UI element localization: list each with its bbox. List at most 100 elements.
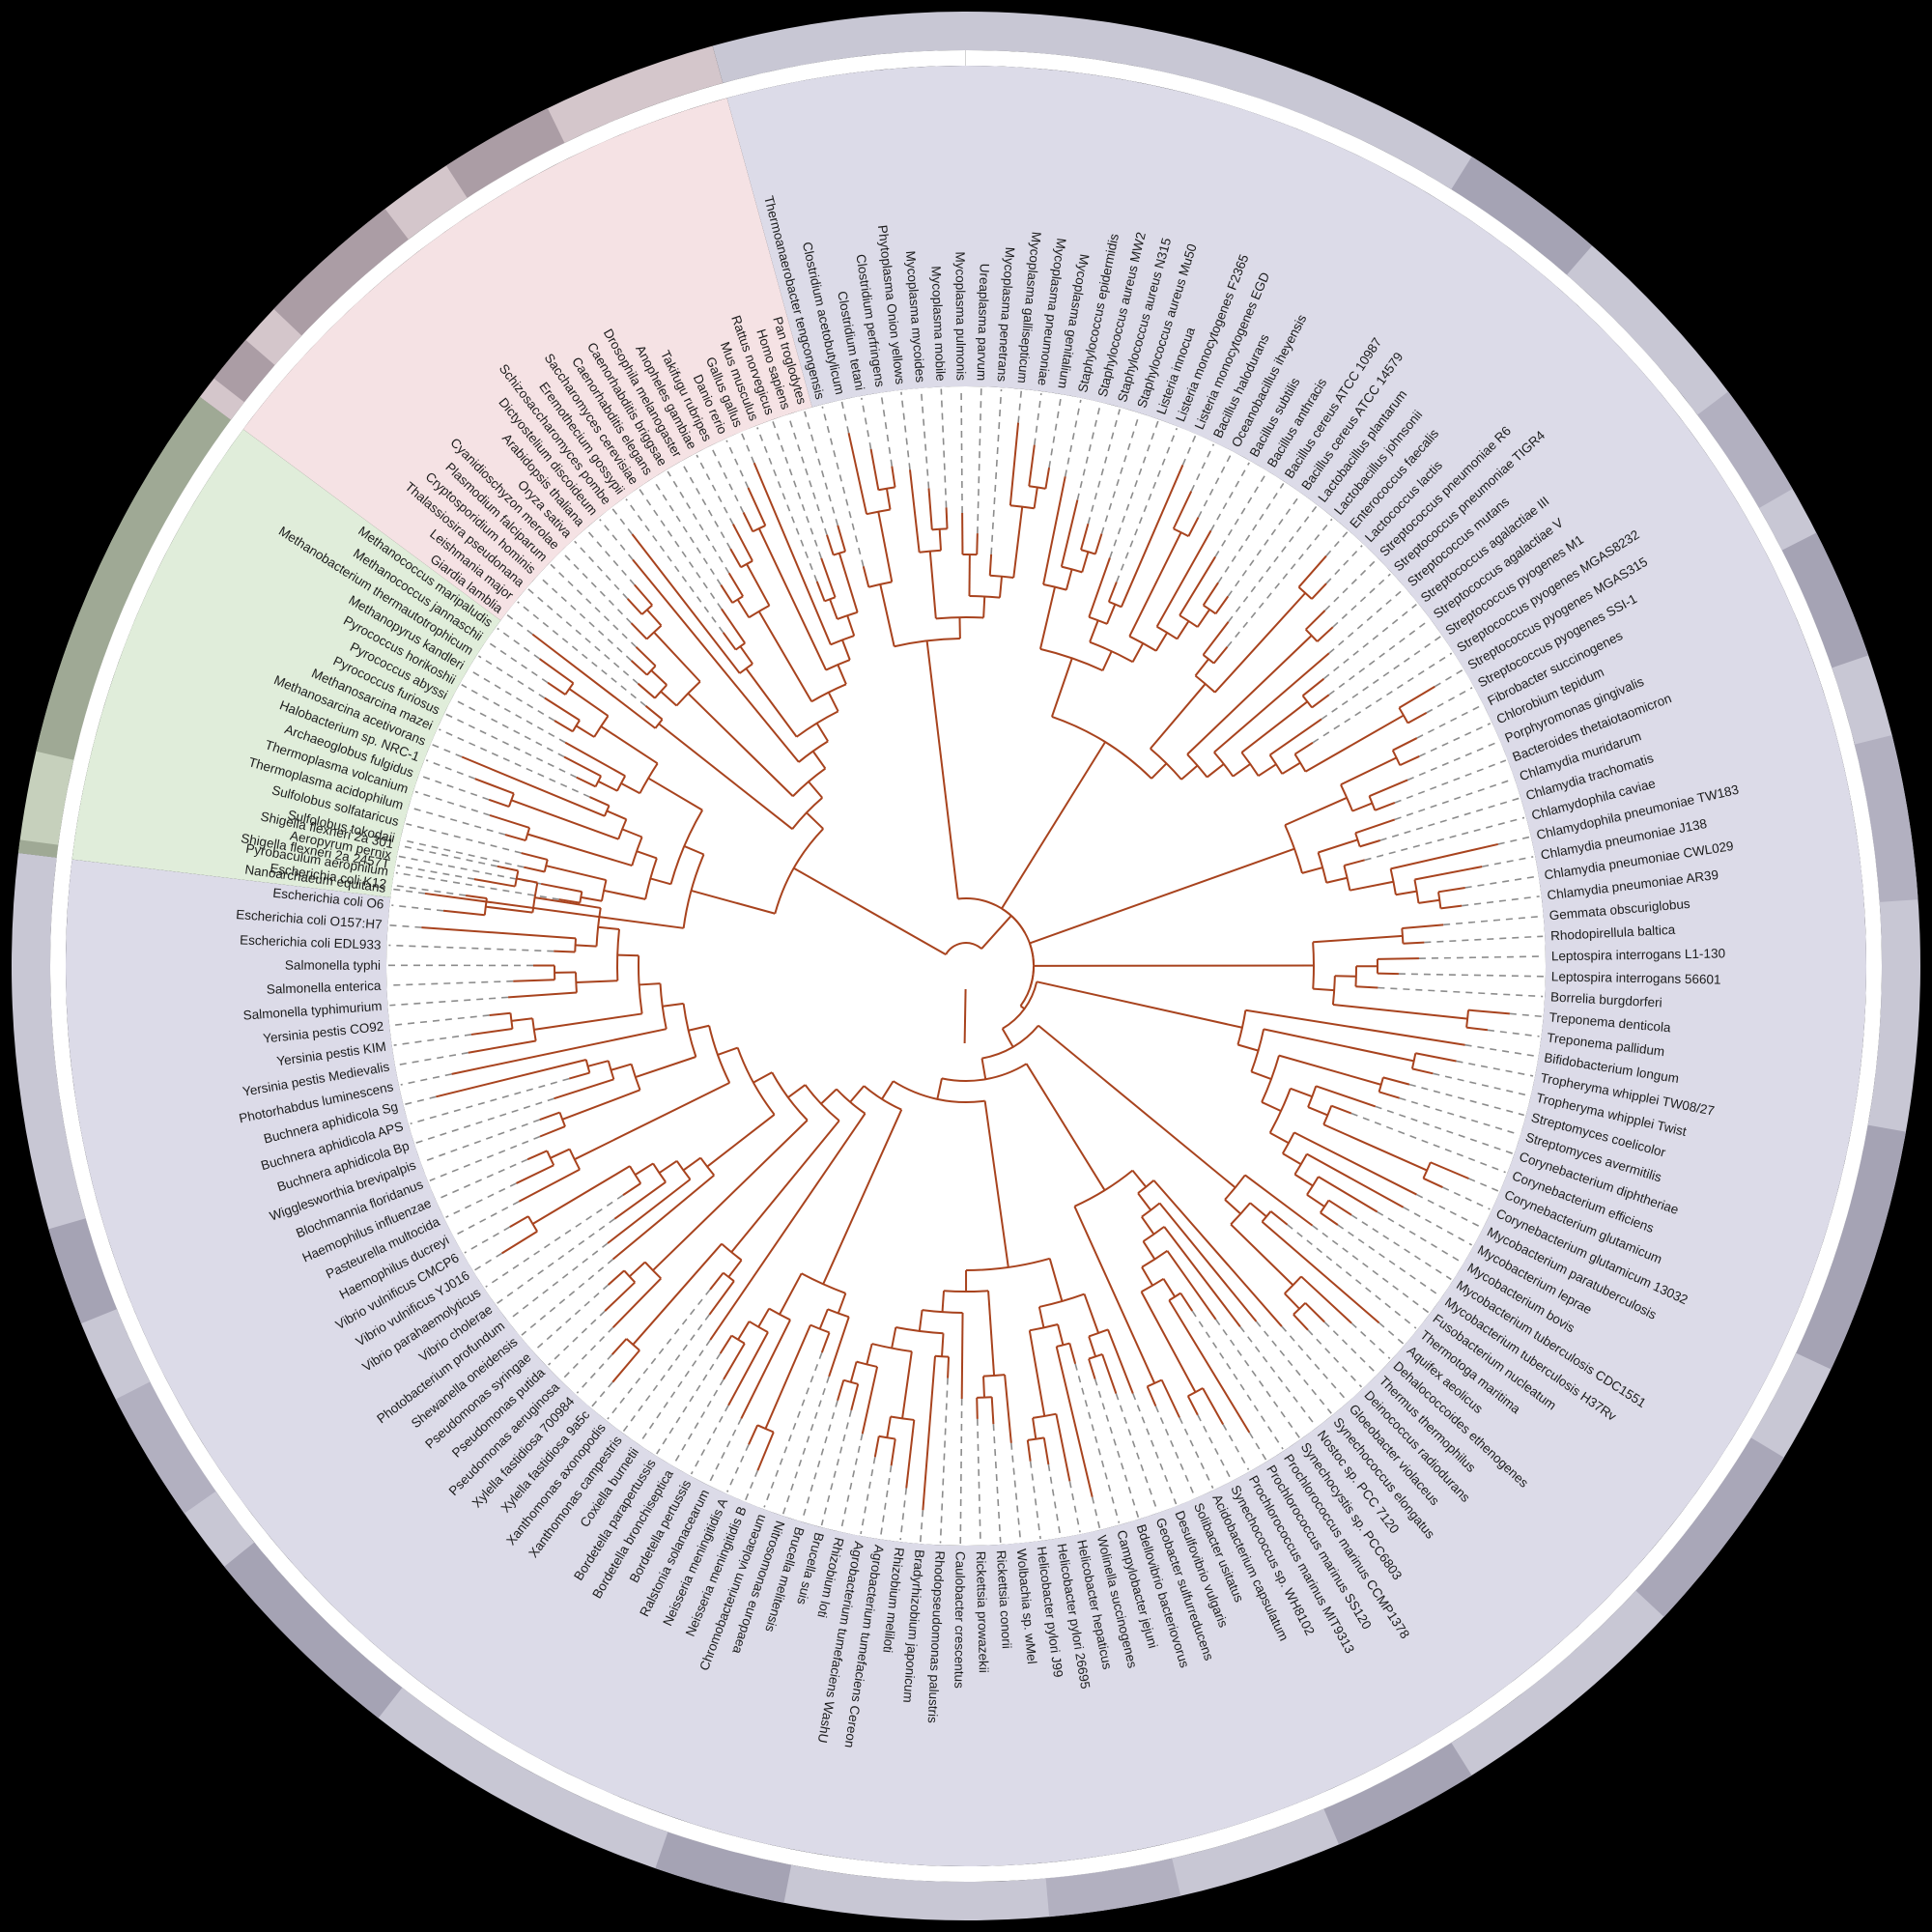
branch-line	[1237, 1043, 1259, 1052]
leaf-guide-line	[1378, 986, 1544, 998]
branch-line	[740, 1319, 791, 1419]
branch-line	[862, 566, 870, 587]
clade-arc	[1261, 1210, 1272, 1223]
branch-line	[620, 782, 640, 795]
branch-line	[757, 1308, 771, 1328]
branch-line	[630, 660, 648, 676]
leaf-label: Rickettsia conorii	[994, 1549, 1014, 1649]
rim-segment	[48, 1218, 118, 1324]
leaf-guide-line	[1325, 531, 1349, 557]
branch-line	[611, 1063, 632, 1071]
branch-line	[634, 1162, 654, 1176]
branch-line	[877, 511, 894, 582]
branch-line	[815, 581, 826, 602]
branch-line	[746, 563, 771, 607]
branch-line	[1318, 838, 1358, 854]
branch-line	[1269, 1131, 1290, 1145]
branch-line	[757, 611, 813, 702]
clade-arc	[1056, 1342, 1070, 1348]
leaf-label: Ureaplasma parvum	[975, 264, 992, 382]
branch-line	[516, 877, 538, 884]
clade-arc	[824, 596, 836, 603]
branch-line	[521, 852, 549, 861]
branch-line	[925, 640, 959, 899]
clade-arc	[531, 882, 539, 913]
branch-line	[470, 1028, 513, 1036]
leaf-guide-line	[1377, 1210, 1463, 1264]
branch-line	[1293, 1173, 1314, 1187]
clade-arc	[943, 1290, 989, 1293]
branch-line	[1322, 1123, 1428, 1172]
clade-arc	[810, 683, 847, 703]
clade-arc	[1305, 628, 1319, 642]
branch-line	[511, 799, 619, 840]
leaf-guide-line	[611, 508, 634, 535]
leaf-guide-line	[1442, 1186, 1491, 1210]
branch-line	[847, 432, 868, 515]
leaf-guide-line	[1337, 1224, 1441, 1297]
leaf-guide-line	[639, 1339, 711, 1444]
clade-arc	[1284, 824, 1303, 874]
leaf-label: Rickettsia prowazekii	[974, 1551, 991, 1673]
leaf-guide-line	[1462, 895, 1540, 907]
branch-line	[660, 691, 678, 707]
branch-line	[545, 865, 607, 882]
leaf-guide-line	[990, 389, 1003, 554]
clade-arc	[1398, 707, 1409, 724]
branch-line	[617, 953, 639, 957]
clade-arc	[525, 827, 531, 841]
leaf-guide-line	[422, 1119, 541, 1163]
branch-line	[691, 889, 776, 915]
branch-line	[1402, 923, 1444, 930]
branch-line	[608, 1269, 625, 1286]
branch-line	[988, 554, 993, 576]
clade-arc	[1141, 1277, 1165, 1293]
branch-line	[1028, 1330, 1046, 1417]
branch-line	[1315, 1085, 1377, 1108]
leaf-guide-line	[469, 669, 555, 722]
branch-line	[717, 1046, 739, 1056]
clade-arc	[1128, 635, 1157, 652]
clade-arc	[1029, 1323, 1059, 1332]
clade-arc	[640, 604, 653, 615]
branch-line	[550, 1148, 571, 1159]
leaf-guide-line	[763, 1351, 823, 1508]
leaf-guide-line	[1418, 723, 1492, 757]
branch-line	[558, 898, 581, 904]
branch-line	[1037, 1306, 1045, 1328]
branch-line	[687, 693, 794, 797]
branch-line	[1033, 487, 1038, 509]
branch-line	[890, 1438, 896, 1466]
leaf-guide-line	[919, 1510, 924, 1543]
branch-line	[1327, 1199, 1352, 1216]
leaf-guide-line	[1443, 915, 1542, 926]
branch-line	[575, 724, 595, 738]
branch-line	[547, 681, 566, 696]
leaf-guide-line	[396, 865, 475, 880]
leaf-guide-line	[801, 1400, 838, 1520]
branch-line	[1465, 1026, 1489, 1032]
branch-line	[1240, 700, 1309, 753]
branch-line	[1042, 1437, 1050, 1465]
branch-line	[424, 892, 684, 929]
branch-line	[554, 720, 574, 733]
leaf-guide-line	[1281, 1325, 1348, 1402]
leaf-guide-line	[405, 1095, 437, 1105]
branch-line	[1088, 557, 1111, 618]
branch-line	[539, 1111, 560, 1121]
branch-line	[1151, 762, 1168, 780]
leaf-guide-line	[960, 388, 963, 514]
branch-line	[688, 1024, 710, 1032]
clade-arc	[1089, 640, 1134, 664]
clade-arc	[652, 1162, 667, 1183]
branch-line	[822, 1109, 903, 1285]
clade-arc	[825, 659, 851, 671]
branch-line	[757, 527, 827, 670]
leaf-guide-line	[1115, 1393, 1158, 1512]
leaf-guide-line	[400, 1073, 452, 1086]
branch-line	[1141, 1216, 1155, 1236]
branch-line	[474, 778, 515, 795]
rim-segment	[1697, 391, 1793, 508]
branch-line	[811, 751, 827, 770]
branch-line	[1351, 802, 1373, 812]
